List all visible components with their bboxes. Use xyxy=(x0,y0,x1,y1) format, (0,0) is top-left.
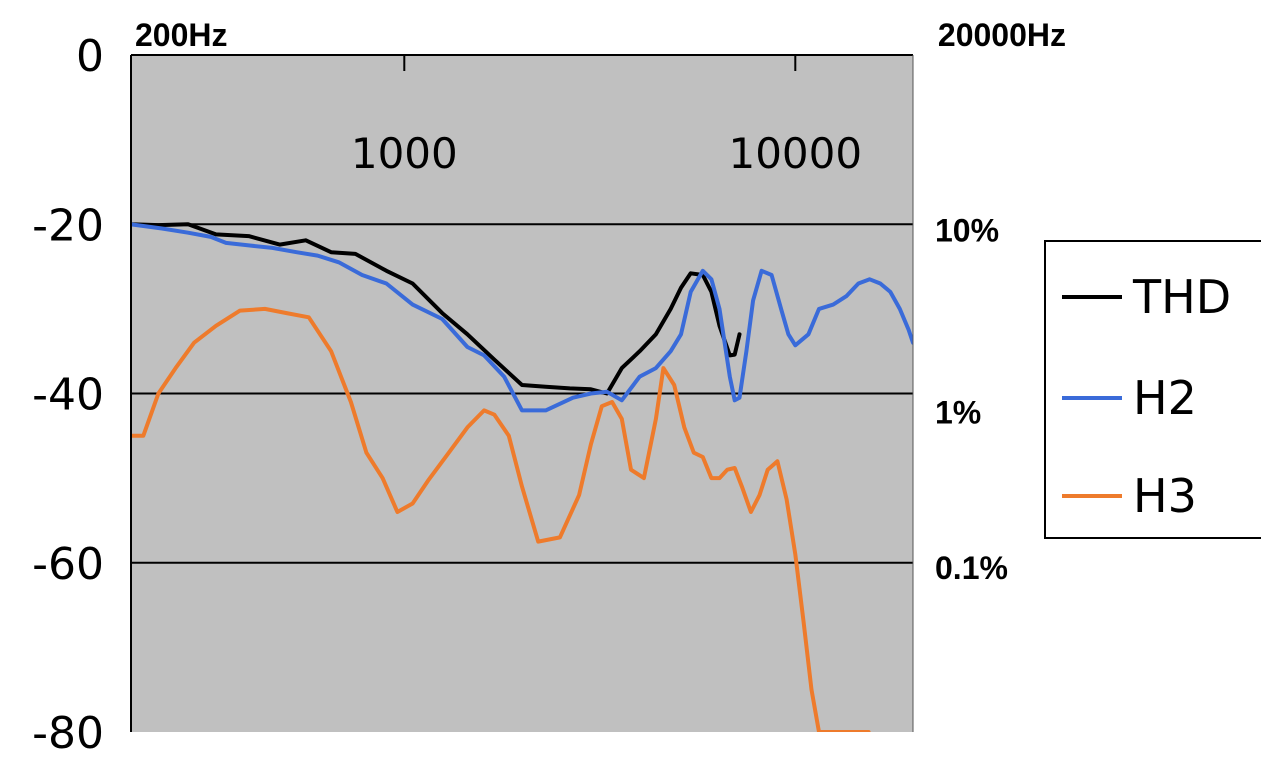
legend-label-h2: H2 xyxy=(1133,371,1197,425)
right-axis-label: 10% xyxy=(935,212,999,248)
gridlines xyxy=(131,223,913,564)
x-tick-label: 1000 xyxy=(351,129,458,178)
legend-label-h3: H3 xyxy=(1133,469,1197,523)
legend-label-thd: THD xyxy=(1132,270,1231,324)
legend-box xyxy=(1044,240,1261,539)
x-edge-label-max: 20000Hz xyxy=(938,17,1066,53)
series-layer xyxy=(131,222,913,732)
legend: THD H2 H3 xyxy=(1044,240,1261,539)
right-axis-label: 0.1% xyxy=(935,550,1008,586)
right-axis-label: 1% xyxy=(935,395,981,431)
series-line-h2 xyxy=(131,222,913,413)
y-tick-label: -40 xyxy=(32,370,104,421)
series-line-h3 xyxy=(131,306,871,732)
y-tick-label: -20 xyxy=(32,200,104,251)
y-tick-label: -80 xyxy=(32,708,104,758)
series-line-thd xyxy=(131,222,742,396)
axes-layer: 1000 10000 200Hz 20000Hz 0 -20 -40 -60 -80 10% 1% 0… xyxy=(32,17,1066,758)
x-edge-label-min: 200Hz xyxy=(135,17,228,53)
y-tick-label: 0 xyxy=(76,31,104,82)
y-tick-label: -60 xyxy=(32,539,104,590)
x-tick-label: 10000 xyxy=(728,129,862,178)
